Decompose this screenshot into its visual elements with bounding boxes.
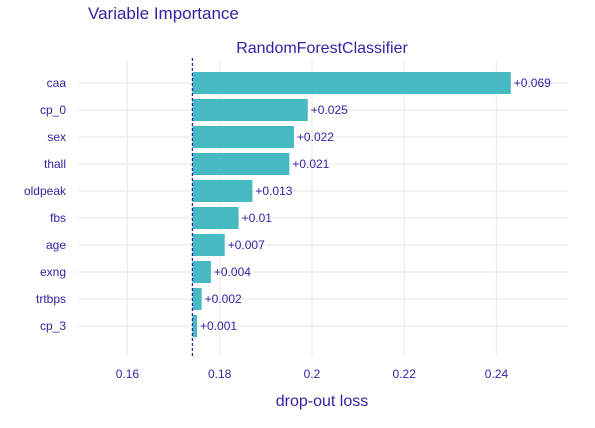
bar-sex bbox=[192, 126, 294, 148]
bar-fbs bbox=[192, 207, 239, 229]
data-labels: +0.069 +0.025 +0.022 +0.021+0.013 +0.01 +0.00… bbox=[200, 76, 551, 333]
category-label-caa: caa bbox=[47, 76, 67, 90]
data-label-cp_3: +0.001 bbox=[200, 319, 237, 333]
category-label-trtbps: trtbps bbox=[36, 292, 66, 306]
bar-exng bbox=[192, 261, 211, 283]
category-label-cp_0: cp_0 bbox=[40, 103, 66, 117]
bar-cp_3 bbox=[192, 315, 198, 337]
bar-trtbps bbox=[192, 288, 202, 310]
data-label-thall: +0.021 bbox=[292, 157, 329, 171]
category-label-thall: thall bbox=[44, 157, 66, 171]
category-label-fbs: fbs bbox=[50, 211, 66, 225]
data-label-oldpeak: +0.013 bbox=[255, 184, 292, 198]
data-label-cp_0: +0.025 bbox=[311, 103, 348, 117]
chart-title: Variable Importance bbox=[88, 4, 239, 23]
data-label-exng: +0.004 bbox=[214, 265, 251, 279]
bar-thall bbox=[192, 153, 290, 175]
x-tick-label: 0.16 bbox=[116, 367, 140, 381]
data-label-sex: +0.022 bbox=[297, 130, 334, 144]
x-tick-label: 0.2 bbox=[304, 367, 321, 381]
x-axis-label: drop-out loss bbox=[276, 393, 369, 410]
bar-age bbox=[192, 234, 225, 256]
data-label-trtbps: +0.002 bbox=[205, 292, 242, 306]
data-label-age: +0.007 bbox=[228, 238, 265, 252]
chart-subtitle: RandomForestClassifier bbox=[236, 40, 408, 57]
category-label-exng: exng bbox=[40, 265, 66, 279]
category-label-cp_3: cp_3 bbox=[40, 319, 66, 333]
data-label-caa: +0.069 bbox=[514, 76, 551, 90]
bars bbox=[192, 72, 511, 337]
data-label-fbs: +0.01 bbox=[242, 211, 273, 225]
category-label-age: age bbox=[46, 238, 66, 252]
category-label-sex: sex bbox=[47, 130, 66, 144]
category-label-oldpeak: oldpeak bbox=[24, 184, 67, 198]
bar-caa bbox=[192, 72, 511, 94]
x-tick-label: 0.18 bbox=[208, 367, 232, 381]
x-axis-ticks: 0.16 0.18 0.2 0.22 0.24 bbox=[116, 367, 509, 381]
x-tick-label: 0.22 bbox=[393, 367, 417, 381]
x-tick-label: 0.24 bbox=[485, 367, 509, 381]
bar-oldpeak bbox=[192, 180, 253, 202]
bar-cp_0 bbox=[192, 99, 308, 121]
